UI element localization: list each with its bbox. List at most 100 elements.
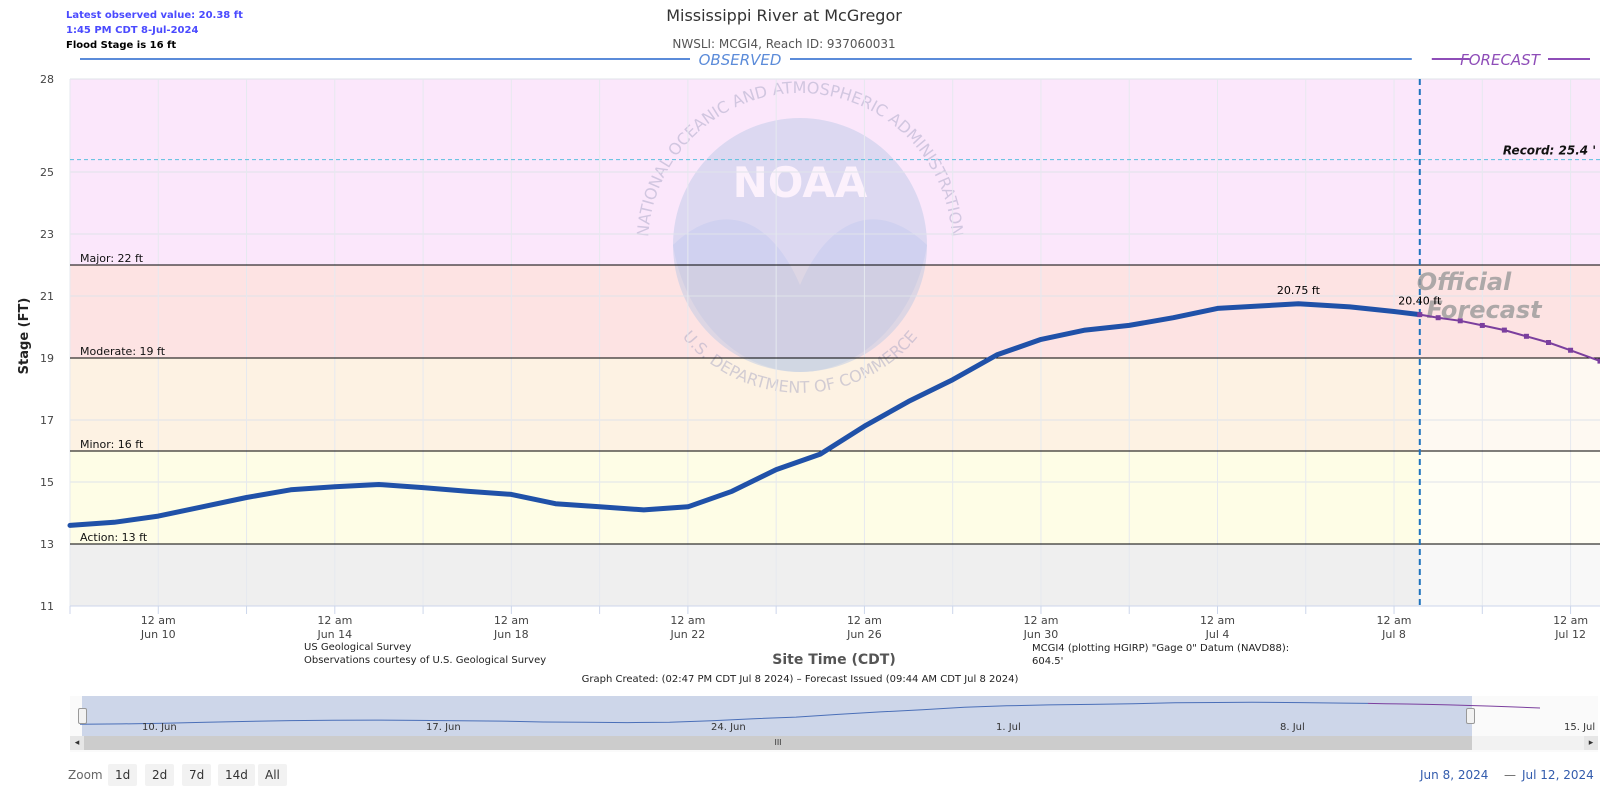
nav-label-jul1: 1. Jul (996, 722, 1021, 733)
x-tick-label: 12 am (847, 614, 882, 627)
zoom-7d-button[interactable]: 7d (182, 764, 212, 786)
x-tick-label: 12 am (670, 614, 705, 627)
forecast-point (1523, 333, 1529, 339)
navigator-line (79, 701, 1369, 725)
y-axis-title: Stage (FT) (17, 298, 32, 375)
zoom-2d-button[interactable]: 2d (145, 764, 175, 786)
observed-series-line (67, 301, 1423, 528)
scroll-right-button[interactable]: ▸ (1584, 736, 1598, 750)
nav-label-jul8: 8. Jul (1280, 722, 1305, 733)
x-tick-label-date: Jun 10 (140, 628, 176, 641)
forecast-point (1435, 315, 1441, 321)
forecast-point (1417, 312, 1423, 318)
nav-label-jun10: 10. Jun (142, 722, 177, 733)
y-tick-label: 17 (40, 414, 54, 427)
forecast-stamp: Forecast (1426, 296, 1543, 324)
threshold-label: Moderate: 19 ft (80, 345, 166, 358)
latest-time-label: 1:45 PM CDT 8-Jul-2024 (66, 25, 199, 36)
navigator-forecast-line (1367, 702, 1541, 709)
graph-created-note: Graph Created: (02:47 PM CDT Jul 8 2024)… (581, 674, 1019, 685)
chart-annotations: 20.75 ft 20.40 ft (1277, 284, 1442, 308)
x-axis-title: Site Time (CDT) (772, 652, 896, 668)
noaa-logo-text: NOAA (733, 158, 868, 207)
chart-title: Mississippi River at McGregor (666, 6, 902, 25)
forecast-point (1457, 318, 1463, 324)
chart-series (67, 301, 1600, 528)
datum-line-2: 604.5' (1032, 656, 1064, 667)
navigator-scrollbar[interactable]: ◂ III ▸ (70, 736, 1598, 750)
scroll-left-button[interactable]: ◂ (70, 736, 84, 750)
y-tick-label: 13 (40, 538, 54, 551)
data-label: 20.40 ft (1398, 295, 1442, 308)
range-from-date[interactable]: Jun 8, 2024 (1420, 768, 1489, 782)
observed-label: OBSERVED (699, 51, 782, 69)
x-tick-label-date: Jun 14 (316, 628, 352, 641)
forecast-point (1546, 340, 1552, 345)
navigator-right-handle[interactable] (1466, 708, 1475, 724)
y-tick-label: 21 (40, 290, 54, 303)
chart-subtitle: NWSLI: MCGI4, Reach ID: 937060031 (672, 37, 896, 51)
x-tick-label: 12 am (1553, 614, 1588, 627)
datum-line-1: MCGI4 (plotting HGIRP) "Gage 0" Datum (N… (1032, 643, 1290, 654)
x-tick-label: 12 am (317, 614, 352, 627)
band-moderate (70, 358, 1600, 451)
source-courtesy: Observations courtesy of U.S. Geological… (304, 655, 547, 666)
latest-value-label: Latest observed value: 20.38 ft (66, 10, 243, 21)
range-navigator[interactable]: 10. Jun 17. Jun 24. Jun 1. Jul 8. Jul 15… (70, 696, 1598, 752)
range-to-date[interactable]: Jul 12, 2024 (1522, 768, 1594, 782)
y-tick-label: 19 (40, 352, 54, 365)
x-tick-label: 12 am (1377, 614, 1412, 627)
data-label: 20.75 ft (1277, 284, 1321, 297)
scroll-thumb[interactable]: III (84, 736, 1472, 750)
x-tick-label: 12 am (1023, 614, 1058, 627)
y-axis-ticks: 11 13 15 17 19 21 23 25 28 (40, 73, 54, 613)
threshold-label: Action: 13 ft (80, 531, 148, 544)
zoom-all-button[interactable]: All (258, 764, 287, 786)
band-major (70, 265, 1600, 358)
y-tick-label: 15 (40, 476, 54, 489)
forecast-point (1597, 358, 1600, 364)
datum-note: MCGI4 (plotting HGIRP) "Gage 0" Datum (N… (1032, 642, 1289, 668)
zoom-14d-button[interactable]: 14d (218, 764, 255, 786)
y-tick-label: 25 (40, 166, 54, 179)
source-provider: US Geological Survey (304, 642, 412, 653)
latest-info: Latest observed value: 20.38 ft 1:45 PM … (66, 8, 243, 53)
navigator-left-handle[interactable] (78, 708, 87, 724)
flood-stage-label: Flood Stage is 16 ft (66, 40, 177, 51)
x-tick-label: 12 am (141, 614, 176, 627)
forecast-point (1479, 322, 1485, 328)
forecast-point (1501, 327, 1507, 333)
x-tick-label-date: Jun 30 (1023, 628, 1059, 641)
x-tick-label-date: Jun 18 (493, 628, 529, 641)
record-label: Record: 25.4 ' (1503, 144, 1596, 158)
band-minor (70, 451, 1600, 544)
noaa-watermark-disc (673, 118, 927, 372)
x-tick-label: 12 am (1200, 614, 1235, 627)
y-tick-label: 28 (40, 73, 54, 86)
navigator-series (79, 701, 1541, 725)
range-separator: — (1504, 768, 1516, 782)
threshold-label: Minor: 16 ft (80, 438, 144, 451)
x-tick-label-date: Jul 12 (1554, 628, 1586, 641)
threshold-label: Major: 22 ft (80, 252, 144, 265)
y-tick-label: 23 (40, 228, 54, 241)
official-stamp: Official (1417, 268, 1512, 296)
x-tick-label-date: Jul 8 (1381, 628, 1406, 641)
band-below (70, 544, 1600, 606)
zoom-label: Zoom (68, 768, 103, 782)
nav-label-jul15: 15. Jul (1564, 722, 1596, 733)
x-tick-label: 12 am (494, 614, 529, 627)
zoom-1d-button[interactable]: 1d (108, 764, 138, 786)
y-tick-label: 11 (40, 600, 54, 613)
x-tick-label-date: Jun 22 (670, 628, 706, 641)
flood-thresholds: Major: 22 ft Moderate: 19 ft Minor: 16 ft A… (70, 144, 1600, 545)
nav-label-jun24: 24. Jun (711, 722, 746, 733)
nav-label-jun17: 17. Jun (426, 722, 461, 733)
x-tick-label-date: Jul 4 (1205, 628, 1230, 641)
x-tick-label-date: Jun 26 (846, 628, 882, 641)
forecast-point (1568, 347, 1574, 353)
forecast-label: FORECAST (1460, 51, 1542, 69)
